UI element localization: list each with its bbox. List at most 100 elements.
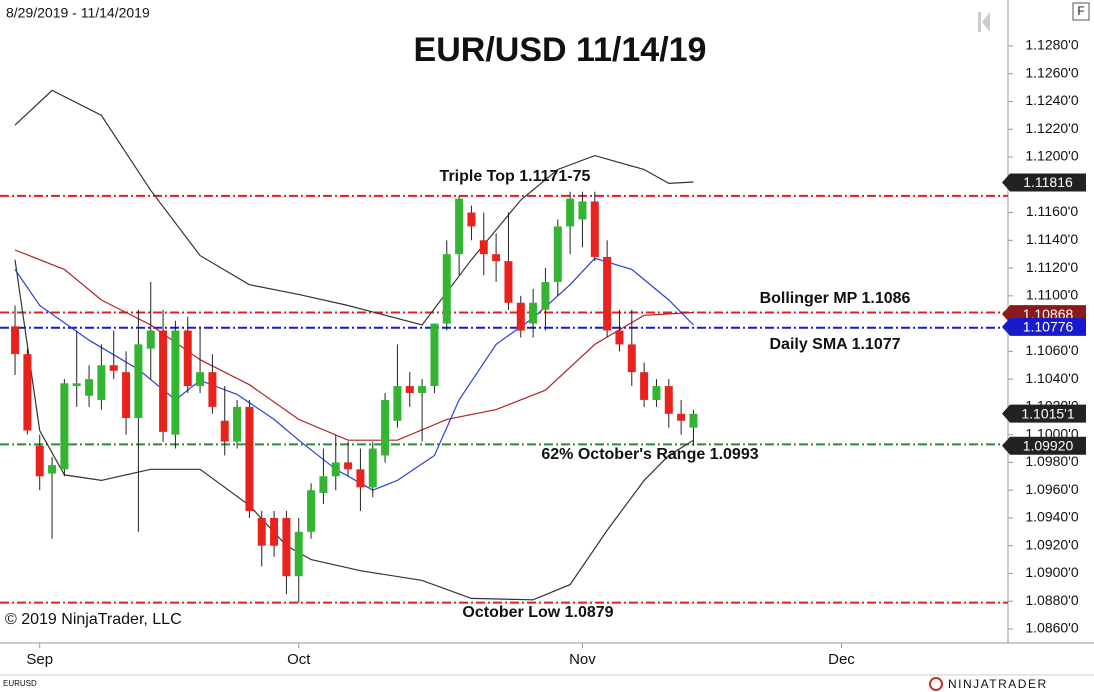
candle-body [257,517,266,546]
y-tick-label: 1.1260'0 [1025,64,1078,80]
price-badge [1002,317,1086,336]
candle-body [233,406,242,442]
candle [294,517,303,603]
x-tick-label: Nov [569,651,596,668]
candle-body [442,254,451,324]
candle [677,399,686,435]
y-tick-label: 1.1200'0 [1025,148,1078,164]
candle [257,510,266,567]
candle-body [627,344,636,373]
candle [418,379,427,442]
candle [60,379,69,477]
price-badge-label: 1.10868 [1023,306,1074,322]
candle-body [664,386,673,414]
candle [109,330,118,380]
candle [652,379,661,407]
candle-body [553,226,562,282]
y-tick-label: 1.0900'0 [1025,564,1078,580]
candle [122,351,131,435]
y-tick-label: 1.0920'0 [1025,536,1078,552]
candle-body [60,383,69,470]
x-tick-label: Sep [26,651,53,668]
x-tick-label: Dec [828,651,855,668]
annotation: Bollinger MP 1.1086 [760,290,911,307]
indicator-line [14,249,694,441]
x-tick-label: Oct [287,651,311,668]
y-tick-label: 1.0860'0 [1025,620,1078,636]
price-badge-label: 1.11816 [1023,174,1073,190]
candle-body [307,490,316,532]
candle [479,212,488,275]
candle [356,448,365,511]
collapse-icon[interactable] [978,12,990,32]
candle [97,344,106,410]
candle-body [492,254,501,262]
candle-body [504,261,513,303]
candle-body [430,323,439,387]
panel-button-label[interactable]: F [1077,4,1084,18]
candle [689,409,698,446]
candle [430,323,439,393]
candle-body [35,445,44,477]
candle-body [171,330,180,435]
candle-body [467,212,476,227]
copyright: © 2019 NinjaTrader, LLC [5,611,182,628]
y-tick-label: 1.1060'0 [1025,342,1078,358]
candle-body [282,517,291,577]
candle [553,219,562,296]
candle [331,434,340,491]
candle [134,309,143,532]
candle-body [11,326,20,355]
candle [405,372,414,407]
candle-body [319,476,328,493]
price-badge-label: 1.09920 [1023,437,1074,453]
candle-body [134,344,143,418]
y-tick-label: 1.1160'0 [1026,203,1078,219]
panel-button[interactable] [1072,2,1090,21]
candle-body [109,365,118,371]
symbol: EURUSD [3,679,37,688]
candle [220,386,229,456]
y-tick-label: 1.1100'0 [1026,287,1078,303]
y-tick-label: 1.1240'0 [1025,92,1078,108]
y-tick-label: 1.1120'0 [1026,259,1078,275]
candle-body [356,469,365,488]
candle-body [208,372,217,407]
candle-body [615,330,624,345]
annotation: October Low 1.0879 [462,604,613,621]
candle [208,354,217,414]
candle-body [97,365,106,400]
y-tick-label: 1.0980'0 [1025,453,1078,469]
candle [541,268,550,331]
candle [183,316,192,393]
candle [664,379,673,428]
candle-body [270,517,279,546]
candle-body [529,302,538,324]
candle-body [541,281,550,310]
candle-body [220,420,229,442]
y-tick-label: 1.1040'0 [1025,370,1078,386]
candle-body [331,462,340,477]
candle-body [603,256,612,331]
candle [270,510,279,557]
candle-body [590,201,599,257]
candle [578,191,587,248]
candle-body [146,330,155,349]
y-tick-label: 1.1280'0 [1025,37,1078,53]
candle-body [578,201,587,220]
candle-body [677,413,686,421]
candle-body [381,399,390,456]
candle [23,348,32,435]
candle [516,295,525,338]
candle-body [23,354,32,431]
candle-body [640,372,649,400]
candle [368,441,377,498]
candle-body [689,413,698,428]
candle [455,195,464,275]
candle [492,233,501,282]
candle-body [245,406,254,511]
candle-body [405,386,414,393]
candle [627,309,636,387]
